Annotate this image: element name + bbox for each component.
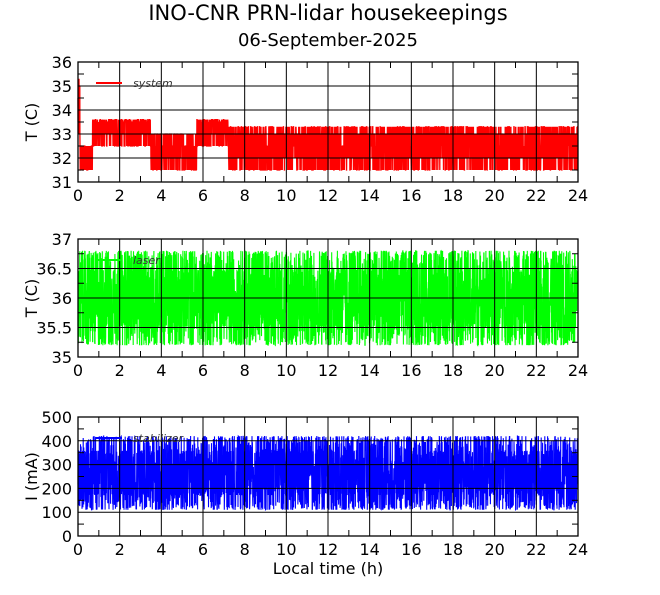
y-tick-label: 35: [52, 77, 72, 96]
x-tick-label: 2: [115, 540, 125, 559]
x-tick-label: 2: [115, 361, 125, 380]
x-axis-label: Local time (h): [273, 559, 383, 578]
legend-label: stabilizer: [133, 432, 184, 445]
x-tick-label: 16: [401, 540, 421, 559]
x-tick-label: 6: [198, 540, 208, 559]
y-axis-label: T (C): [22, 279, 41, 319]
panel-1: 0 2 4 6 8 10 12 14 16 18 20 22 24313233343536systemT…: [22, 53, 588, 205]
x-tick-label: 10: [276, 186, 296, 205]
legend-label: system: [133, 77, 173, 90]
legend-label: laser: [133, 254, 161, 267]
panel-3: 0 2 4 6 8 10 12 14 16 18 20 22 240100200300400500sta…: [22, 408, 588, 578]
y-tick-label: 35.5: [36, 319, 72, 338]
y-tick-label: 32: [52, 149, 72, 168]
x-tick-label: 8: [240, 540, 250, 559]
y-tick-label: 36: [52, 53, 72, 72]
y-tick-label: 100: [41, 503, 72, 522]
x-tick-label: 4: [156, 540, 166, 559]
x-tick-label: 12: [318, 361, 338, 380]
x-tick-label: 12: [318, 540, 338, 559]
y-axis-label: T (C): [22, 103, 41, 143]
panel-2: 0 2 4 6 8 10 12 14 16 18 20 22 243535.53636.537laser…: [22, 230, 588, 380]
x-tick-label: 14: [359, 186, 379, 205]
y-tick-label: 200: [41, 479, 72, 498]
y-tick-label: 500: [41, 408, 72, 427]
plot-frame: [77, 238, 579, 358]
x-tick-label: 8: [240, 361, 250, 380]
x-tick-label: 4: [156, 361, 166, 380]
x-tick-label: 14: [359, 361, 379, 380]
y-tick-label: 400: [41, 432, 72, 451]
x-tick-label: 0: [73, 361, 83, 380]
x-tick-label: 20: [484, 540, 504, 559]
x-tick-label: 18: [443, 186, 463, 205]
y-tick-label: 31: [52, 173, 72, 192]
x-tick-label: 4: [156, 186, 166, 205]
x-tick-label: 6: [198, 361, 208, 380]
y-tick-label: 300: [41, 456, 72, 475]
chart-subtitle: 06-September-2025: [238, 30, 418, 51]
y-tick-label: 34: [52, 101, 72, 120]
plot-frame: [77, 416, 579, 537]
x-tick-label: 20: [484, 361, 504, 380]
y-tick-label: 36.5: [36, 260, 72, 279]
x-tick-label: 18: [443, 361, 463, 380]
x-tick-label: 8: [240, 186, 250, 205]
x-tick-label: 14: [359, 540, 379, 559]
y-tick-label: 35: [52, 348, 72, 367]
x-tick-label: 6: [198, 186, 208, 205]
y-tick-label: 33: [52, 125, 72, 144]
x-tick-label: 12: [318, 186, 338, 205]
x-tick-label: 16: [401, 186, 421, 205]
x-tick-label: 18: [443, 540, 463, 559]
x-tick-label: 24: [568, 361, 588, 380]
chart-title: INO-CNR PRN-lidar housekeepings: [148, 1, 507, 25]
y-tick-label: 37: [52, 230, 72, 249]
x-tick-label: 0: [73, 540, 83, 559]
x-tick-label: 0: [73, 186, 83, 205]
plot-frame: [77, 61, 579, 183]
x-tick-label: 24: [568, 540, 588, 559]
y-tick-label: 0: [62, 527, 72, 546]
x-tick-label: 22: [526, 186, 546, 205]
x-tick-label: 10: [276, 540, 296, 559]
y-tick-label: 36: [52, 289, 72, 308]
x-tick-label: 20: [484, 186, 504, 205]
x-tick-label: 22: [526, 540, 546, 559]
x-tick-label: 16: [401, 361, 421, 380]
y-axis-label: I (mA): [22, 452, 41, 501]
x-tick-label: 22: [526, 361, 546, 380]
x-tick-label: 2: [115, 186, 125, 205]
x-tick-label: 24: [568, 186, 588, 205]
x-tick-label: 10: [276, 361, 296, 380]
